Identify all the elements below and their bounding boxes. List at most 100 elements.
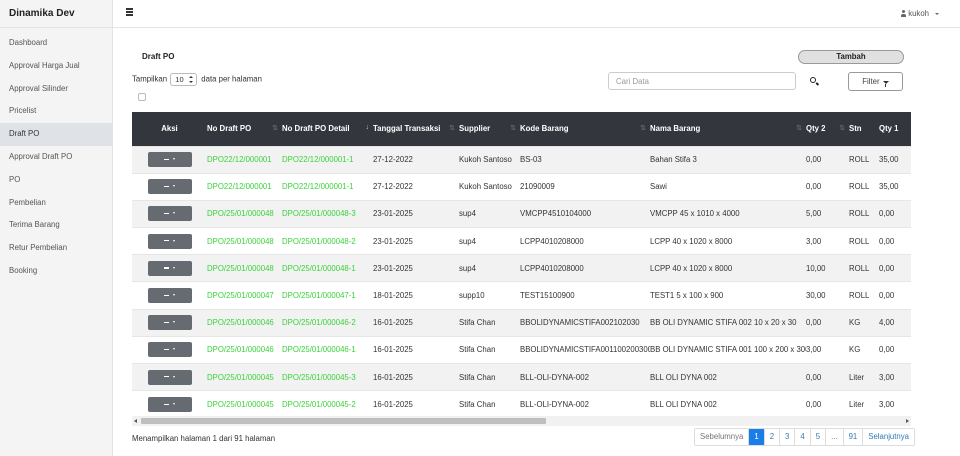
- scroll-left-icon[interactable]: [134, 419, 137, 423]
- add-button[interactable]: Tambah: [798, 50, 904, 64]
- cell-no-draft-po-detail: DPO/25/01/000048-1: [282, 254, 373, 282]
- cell-stn: ROLL: [849, 254, 879, 282]
- no-draft-po-link[interactable]: DPO/25/01/000048: [207, 209, 274, 219]
- chevron-down-icon: [935, 13, 939, 15]
- row-action-button[interactable]: [147, 152, 192, 168]
- row-action-button[interactable]: [147, 233, 192, 249]
- col-header-tanggal-transaksi[interactable]: Tanggal Transaksi ⇅: [373, 124, 455, 134]
- cell-kode-barang: BS-03: [520, 145, 650, 174]
- col-header-stn[interactable]: Stn: [849, 124, 862, 134]
- cell-qty1: 35,00: [879, 145, 911, 174]
- sidebar-item-booking[interactable]: Booking: [9, 265, 38, 275]
- sidebar-item-approval-draft-po[interactable]: Approval Draft PO: [9, 151, 73, 161]
- row-action-button[interactable]: [147, 206, 192, 222]
- sidebar-item-dashboard[interactable]: Dashboard: [9, 38, 48, 47]
- row-action-button[interactable]: [147, 342, 192, 358]
- next-page-button[interactable]: Selanjutnya: [862, 429, 914, 445]
- col-header-no-draft-po-detail[interactable]: No Draft PO Detail ↓: [282, 124, 369, 134]
- no-draft-po-detail-link[interactable]: DPO/25/01/000048-1: [282, 263, 356, 273]
- no-draft-po-link[interactable]: DPO/25/01/000047: [207, 291, 274, 301]
- page-length-select[interactable]: 10: [170, 73, 198, 86]
- horizontal-scrollbar[interactable]: [132, 416, 911, 426]
- scrollbar-thumb[interactable]: [141, 418, 546, 424]
- col-header-no-draft-po[interactable]: No Draft PO ⇅: [207, 124, 278, 134]
- sidebar-item-approval-harga-jual[interactable]: Approval Harga Jual: [9, 60, 80, 70]
- no-draft-po-detail-link[interactable]: DPO/25/01/000046-2: [282, 318, 356, 328]
- cell-stn: ROLL: [849, 281, 879, 310]
- sidebar-item-terima-barang[interactable]: Terima Barang: [9, 220, 60, 230]
- chevron-down-icon: [172, 185, 175, 188]
- no-draft-po-link[interactable]: DPO/25/01/000048: [207, 263, 274, 273]
- cell-aksi: [132, 172, 207, 201]
- col-header-nama-barang[interactable]: Nama Barang ⇅: [650, 124, 802, 134]
- menu-icon: [163, 348, 169, 351]
- no-draft-po-link[interactable]: DPO/25/01/000046: [207, 345, 274, 355]
- cell-supplier: Stifa Chan: [459, 362, 520, 391]
- scroll-right-icon[interactable]: [906, 419, 909, 423]
- no-draft-po-detail-link[interactable]: DPO/25/01/000045-2: [282, 400, 356, 410]
- no-draft-po-link[interactable]: DPO22/12/000001: [207, 182, 272, 192]
- cell-stn: ROLL: [849, 172, 879, 201]
- cell-stn: ROLL: [849, 227, 879, 255]
- select-all-checkbox[interactable]: [138, 93, 146, 101]
- cell-nama-barang: Sawi: [650, 172, 806, 201]
- row-action-button[interactable]: [147, 315, 192, 331]
- no-draft-po-detail-link[interactable]: DPO/25/01/000048-3: [282, 209, 356, 219]
- no-draft-po-link[interactable]: DPO/25/01/000045: [207, 372, 274, 382]
- sidebar-item-pembelian[interactable]: Pembelian: [9, 197, 46, 207]
- page-length-value: 10: [175, 75, 184, 84]
- no-draft-po-detail-link[interactable]: DPO/25/01/000046-1: [282, 345, 356, 355]
- row-action-button[interactable]: [147, 179, 192, 195]
- table-row: DPO/25/01/000046 DPO/25/01/000046-1 16-01-…: [132, 335, 911, 364]
- col-header-supplier[interactable]: Supplier ⇅: [459, 124, 516, 134]
- col-header-qty1[interactable]: Qty 1: [879, 124, 899, 134]
- page-button-91[interactable]: 91: [842, 429, 863, 445]
- page-button-2[interactable]: 2: [763, 429, 780, 445]
- search-input[interactable]: [608, 72, 796, 90]
- page-button-3[interactable]: 3: [779, 429, 795, 445]
- no-draft-po-link[interactable]: DPO/25/01/000046: [207, 318, 274, 328]
- page-button-5[interactable]: 5: [809, 429, 826, 445]
- sidebar-item-draft-po[interactable]: Draft PO: [0, 123, 112, 146]
- row-action-button[interactable]: [147, 260, 192, 276]
- no-draft-po-link[interactable]: DPO/25/01/000048: [207, 236, 274, 246]
- row-action-button[interactable]: [147, 369, 192, 385]
- no-draft-po-detail-link[interactable]: DPO/25/01/000045-3: [282, 372, 356, 382]
- cell-no-draft-po: DPO/25/01/000045: [207, 362, 282, 391]
- chevron-down-icon: [172, 375, 175, 378]
- no-draft-po-link[interactable]: DPO/25/01/000045: [207, 400, 274, 410]
- row-action-button[interactable]: [147, 288, 192, 304]
- row-action-button[interactable]: [147, 397, 192, 413]
- sidebar-item-po[interactable]: PO: [9, 174, 21, 184]
- menu-icon: [163, 294, 169, 296]
- sidebar-item-retur-pembelian[interactable]: Retur Pembelian: [9, 243, 68, 253]
- no-draft-po-detail-link[interactable]: DPO/25/01/000048-2: [282, 236, 356, 246]
- cell-no-draft-po-detail: DPO/25/01/000046-2: [282, 308, 373, 337]
- user-name: kukoh: [908, 9, 929, 18]
- sidebar-item-approval-silinder[interactable]: Approval Silinder: [9, 83, 68, 93]
- search-icon[interactable]: [808, 75, 820, 87]
- page-button-1[interactable]: 1: [748, 429, 764, 445]
- chevron-down-icon: [172, 212, 175, 215]
- draft-po-table-wrapper: Aksi No Draft PO ⇅ No Draft PO Detail ↓ Ta…: [132, 112, 911, 416]
- pagination: Sebelumnya 1 2 3 4 5... 91 Selanjutnya: [694, 428, 915, 446]
- cell-qty2: 0,00: [806, 145, 849, 174]
- cell-qty2: 10,00: [806, 254, 849, 282]
- filter-button[interactable]: Filter: [848, 72, 903, 91]
- brand-title[interactable]: Dinamika Dev: [0, 0, 112, 28]
- chevron-down-icon: [172, 321, 175, 324]
- hamburger-menu-icon[interactable]: [126, 8, 133, 16]
- no-draft-po-detail-link[interactable]: DPO22/12/000001-1: [282, 155, 354, 165]
- no-draft-po-detail-link[interactable]: DPO/25/01/000047-1: [282, 291, 356, 301]
- user-menu[interactable]: kukoh: [901, 9, 939, 18]
- sidebar-item-pricelist[interactable]: Pricelist: [9, 106, 37, 116]
- cell-kode-barang: BLL-OLI-DYNA-002: [520, 390, 650, 416]
- page-button-4[interactable]: 4: [794, 429, 810, 445]
- col-header-qty2[interactable]: Qty 2 ⇅: [806, 124, 845, 134]
- col-header-kode-barang[interactable]: Kode Barang ⇅: [520, 124, 646, 134]
- cell-aksi: [132, 281, 207, 310]
- no-draft-po-link[interactable]: DPO22/12/000001: [207, 155, 272, 165]
- prev-page-button[interactable]: Sebelumnya: [695, 429, 749, 445]
- table-row: DPO/25/01/000048 DPO/25/01/000048-3 23-01-…: [132, 199, 911, 228]
- no-draft-po-detail-link[interactable]: DPO22/12/000001-1: [282, 182, 354, 192]
